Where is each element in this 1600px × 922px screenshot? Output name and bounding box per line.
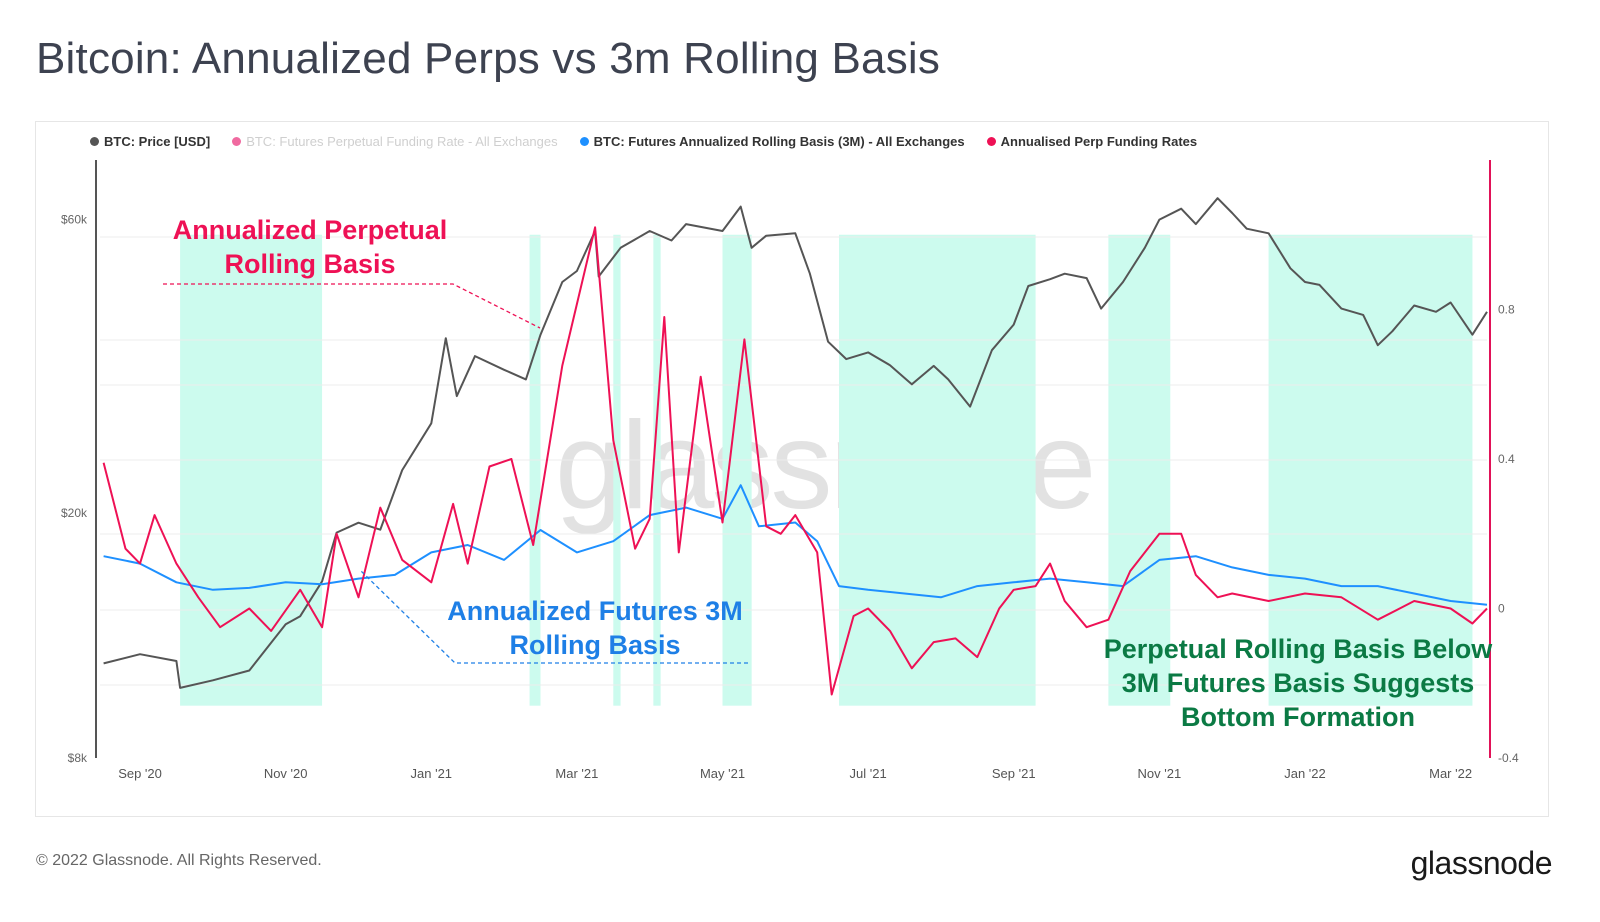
y-right-tick-label: 0 bbox=[1498, 602, 1505, 616]
y-right-tick-label: 0.4 bbox=[1498, 452, 1515, 466]
y-left-tick-label: $8k bbox=[68, 751, 88, 765]
shaded-region bbox=[722, 234, 752, 706]
legend-label: BTC: Futures Annualized Rolling Basis (3… bbox=[593, 134, 965, 149]
shaded-region bbox=[1268, 234, 1473, 706]
legend-dot-icon bbox=[90, 137, 99, 146]
glassnode-logo: glassnode bbox=[1410, 845, 1553, 881]
legend-label: BTC: Futures Perpetual Funding Rate - Al… bbox=[246, 134, 558, 149]
annotation-leader-perp bbox=[163, 283, 541, 329]
shaded-region bbox=[529, 234, 541, 706]
chart-panel bbox=[35, 121, 1549, 817]
perp-funding-line bbox=[102, 226, 1488, 696]
y-left-tick-label: $60k bbox=[61, 213, 88, 227]
shaded-region bbox=[1108, 234, 1171, 706]
legend-label: BTC: Price [USD] bbox=[104, 134, 211, 149]
annotation-bottom-formation: Perpetual Rolling Basis Below 3M Futures… bbox=[1103, 634, 1493, 732]
rolling-basis-line bbox=[103, 484, 1488, 606]
y-left-tick-label: $20k bbox=[61, 506, 88, 520]
shaded-region bbox=[613, 234, 621, 706]
chart-legend: BTC: Price [USD] BTC: Futures Perpetual … bbox=[90, 134, 1197, 149]
copyright: © 2022 Glassnode. All Rights Reserved. bbox=[36, 852, 322, 869]
x-tick-label: Mar '22 bbox=[1429, 766, 1472, 781]
shaded-region bbox=[180, 234, 323, 706]
x-tick-label: Nov '21 bbox=[1138, 766, 1182, 781]
legend-item-rolling-basis[interactable]: BTC: Futures Annualized Rolling Basis (3… bbox=[579, 134, 965, 149]
x-tick-label: Mar '21 bbox=[555, 766, 598, 781]
legend-item-annualised-perp[interactable]: Annualised Perp Funding Rates bbox=[986, 134, 1198, 149]
price-line bbox=[103, 197, 1488, 689]
x-tick-label: Jul '21 bbox=[850, 766, 887, 781]
annotation-futures-basis: Annualized Futures 3M Rolling Basis bbox=[447, 596, 743, 660]
legend-label: Annualised Perp Funding Rates bbox=[1000, 134, 1198, 149]
x-tick-label: Sep '20 bbox=[118, 766, 162, 781]
annotation-perp-basis: Annualized Perpetual Rolling Basis bbox=[172, 215, 448, 279]
x-tick-label: Jan '21 bbox=[411, 766, 453, 781]
legend-dot-icon bbox=[232, 137, 242, 146]
shaded-region bbox=[839, 234, 1036, 706]
legend-dot-icon bbox=[986, 137, 996, 146]
annotation-leader-futures bbox=[359, 569, 748, 664]
legend-dot-icon bbox=[579, 137, 589, 146]
page-title: Bitcoin: Annualized Perps vs 3m Rolling … bbox=[36, 34, 941, 83]
legend-item-price[interactable]: BTC: Price [USD] bbox=[90, 134, 210, 149]
x-tick-label: Sep '21 bbox=[992, 766, 1036, 781]
legend-item-funding-rate[interactable]: BTC: Futures Perpetual Funding Rate - Al… bbox=[232, 134, 558, 149]
y-right-tick-label: -0.4 bbox=[1498, 751, 1519, 765]
x-tick-label: May '21 bbox=[700, 766, 745, 781]
x-tick-label: Jan '22 bbox=[1284, 766, 1326, 781]
shaded-region bbox=[653, 234, 661, 706]
y-right-tick-label: 0.8 bbox=[1498, 303, 1515, 317]
x-tick-label: Nov '20 bbox=[264, 766, 308, 781]
